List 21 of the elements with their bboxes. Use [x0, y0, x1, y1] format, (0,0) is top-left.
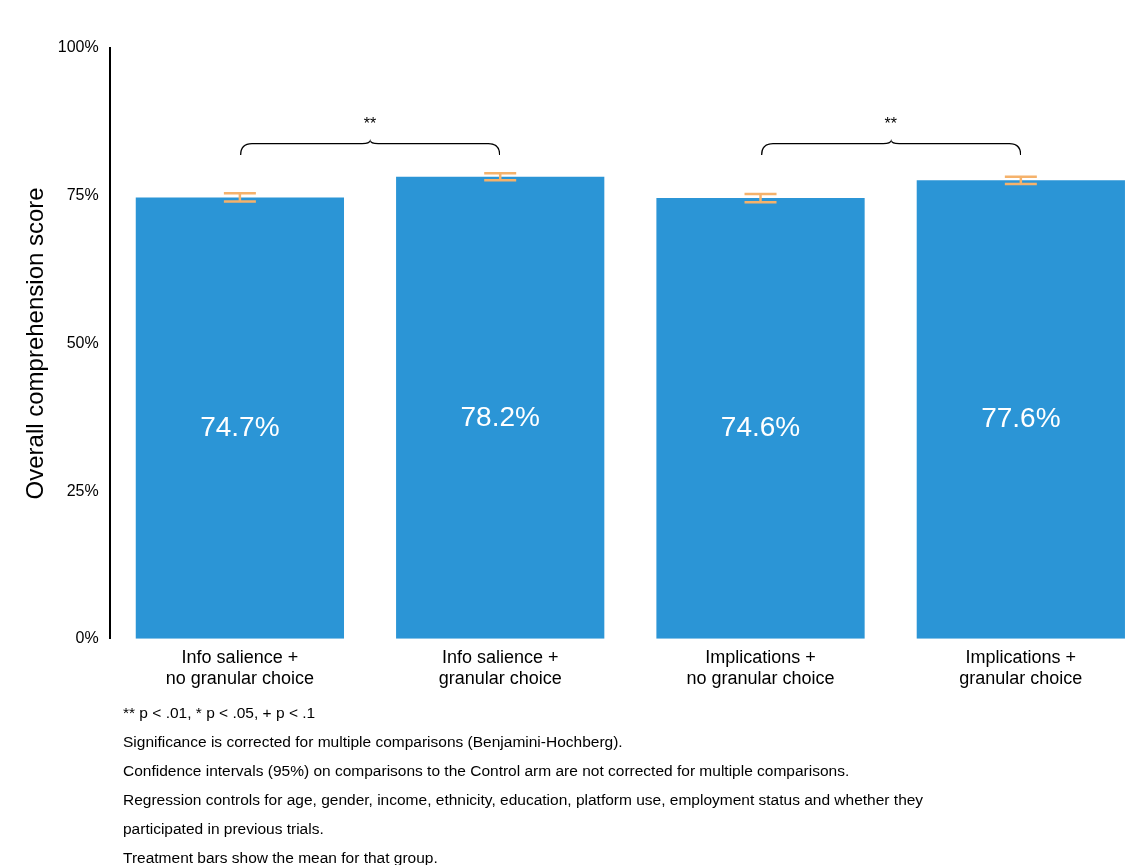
text: ** p < .01, * p < .05, + p < .1: [123, 703, 317, 723]
text: participated in previous trials.: [123, 819, 325, 839]
data-label: 74.6%: [720, 411, 801, 443]
text: Confidence intervals (95%) on comparisons to the Control arm are not corrected for multiple comparisons.: [123, 761, 851, 781]
x-tick-label: Implications + granular choice: [959, 646, 1083, 689]
x-tick-label: Info salience + granular choice: [438, 646, 562, 689]
data-label: 77.6%: [981, 402, 1061, 434]
text: Significance is corrected for multiple comparisons (Benjamini-Hochberg).: [123, 732, 624, 752]
annotation: **: [363, 115, 377, 132]
annotation: **: [884, 115, 897, 132]
data-label: 78.2%: [460, 400, 540, 432]
x-tick-label: Implications + no granular choice: [686, 646, 835, 689]
y-tick-label: 50%: [66, 333, 99, 351]
x-tick-label: Info salience + no granular choice: [165, 646, 314, 689]
y-tick-label: 100%: [57, 38, 99, 56]
y-axis-title: Overall comprehension score: [21, 187, 49, 500]
data-label: 74.7%: [200, 410, 280, 442]
y-tick-label: 75%: [66, 186, 99, 204]
text: Regression controls for age, gender, income, ethnicity, education, platform use, employment status and whether they: [123, 790, 925, 810]
y-tick-label: 25%: [66, 481, 99, 499]
y-tick-label: 0%: [75, 629, 99, 647]
